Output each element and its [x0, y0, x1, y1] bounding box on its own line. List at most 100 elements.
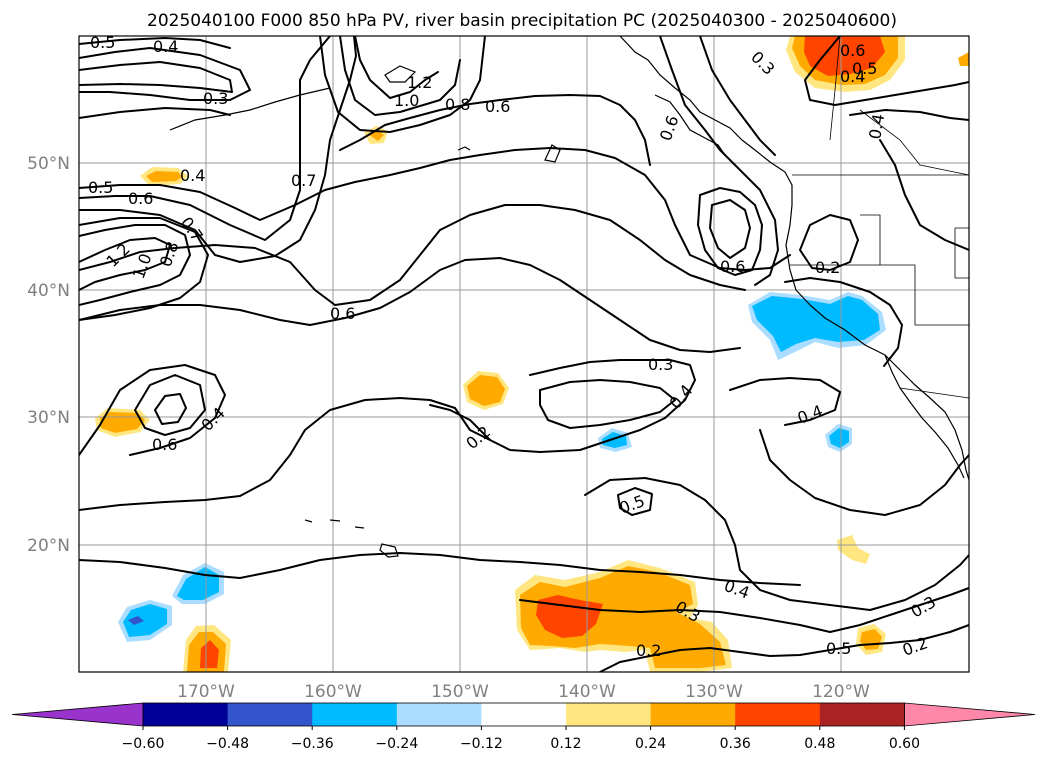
lat-label: 30°N — [27, 408, 70, 428]
contour-04-ne2 — [804, 36, 969, 106]
shade-sw-red — [200, 640, 219, 668]
coast-bc-islands — [654, 94, 726, 156]
border-province — [859, 109, 969, 176]
contour-label: 0.6 — [128, 189, 153, 208]
contour-label: 0.6 — [330, 304, 355, 323]
lon-label: 130°W — [685, 682, 743, 702]
colorbar-segment — [143, 703, 229, 726]
contour-04-lower — [759, 429, 969, 516]
lon-label: 120°W — [812, 682, 870, 702]
contour-05-mid — [79, 147, 791, 271]
contour-04-mid — [79, 204, 746, 306]
colorbar-tick-label: 0.48 — [804, 736, 835, 752]
lat-label: 50°N — [27, 154, 70, 174]
contour-label: 0.5 — [88, 178, 113, 197]
lat-label: 20°N — [27, 536, 70, 556]
contour-04-south — [79, 552, 801, 586]
shade-blue-3b — [829, 428, 849, 448]
contour-05-small — [617, 487, 653, 516]
colorbar-tick-label: 0.36 — [720, 736, 751, 752]
graticule — [79, 36, 969, 672]
contour-west-30-mid — [134, 374, 206, 436]
colorbar-extend-low — [11, 702, 144, 727]
colorbar-segment — [735, 703, 821, 726]
map-title: 2025040100 F000 850 hPa PV, river basin … — [147, 11, 897, 31]
lon-label: 150°W — [431, 682, 489, 702]
colorbar-segment — [312, 703, 398, 726]
contour-03-central — [539, 379, 676, 429]
map-area: 0.5 0.4 0.3 1.2 1.0 0.8 0.6 0.7 0.4 0.5 … — [79, 33, 969, 672]
contour-label: 0.6 — [840, 41, 865, 60]
shade-ne-tiny — [958, 52, 969, 66]
contour-label: 0.2 — [815, 258, 840, 277]
border-mex — [899, 387, 969, 399]
lon-label: 160°W — [304, 682, 362, 702]
contour-small-ak — [354, 36, 439, 99]
contour-label: 0.5 — [826, 639, 851, 658]
colorbar-tick-label: −0.48 — [206, 736, 249, 752]
contour-04-right — [729, 377, 841, 426]
colorbar-segment — [227, 703, 313, 726]
contour-08-ak — [319, 36, 486, 133]
contour-label: 1.2 — [407, 73, 432, 92]
contour-label: 0.4 — [865, 112, 888, 140]
contour-label: 1.0 — [394, 91, 419, 110]
coast-baja — [884, 354, 965, 479]
contour-04-ne — [659, 36, 779, 286]
contour-03-mid — [79, 107, 231, 119]
contour-03-ne2 — [849, 109, 969, 121]
contour-west-30-outer — [79, 364, 226, 456]
contour-06-central — [79, 257, 741, 353]
contour-label: 0.6 — [152, 435, 177, 454]
shade-south-red — [536, 595, 603, 638]
contour-06-loop-ne — [697, 187, 763, 276]
contour-label: 0.6 — [720, 257, 745, 276]
colorbar-segment — [481, 703, 567, 726]
coast-small-isl — [457, 144, 561, 163]
contour-west-loop-08 — [79, 217, 209, 321]
colorbar-tick-label: −0.12 — [460, 736, 503, 752]
contour-04-top — [79, 61, 233, 93]
shade-small-2b — [146, 171, 182, 182]
contour-label: 0.4 — [153, 37, 178, 56]
colorbar-segment — [566, 703, 652, 726]
shade-south-orange — [520, 566, 726, 668]
contour-03-top — [79, 47, 251, 101]
contour-label: 0.8 — [445, 95, 470, 114]
shade-blue-sw2c — [128, 616, 144, 625]
contour-10-ak — [339, 36, 461, 116]
colorbar-segment — [396, 703, 482, 726]
contour-label: 0.5 — [852, 59, 877, 78]
latitude-labels: 50°N 40°N 30°N 20°N — [27, 154, 70, 556]
contour-03-ne — [699, 36, 776, 156]
contour-06-west — [79, 36, 357, 263]
contour-label: 0.2 — [636, 641, 661, 660]
contour-03-south — [519, 599, 831, 633]
contour-label: 0.3 — [203, 89, 228, 108]
colorbar-frame — [142, 702, 905, 727]
colorbar-tick-label: −0.60 — [122, 736, 165, 752]
contour-07-west — [79, 36, 331, 241]
colorbar-segment — [819, 703, 905, 726]
shade-small-3 — [837, 535, 870, 564]
contour-08-loop-ne — [709, 199, 751, 259]
precip-shading — [95, 36, 969, 672]
contour-label: 0.4 — [180, 166, 205, 185]
border-ca-nv — [860, 214, 969, 326]
shade-c32-orange — [467, 375, 505, 406]
contour-04-ne3 — [879, 139, 969, 251]
coast-hawaii — [304, 519, 399, 558]
colorbar-extend-high — [904, 702, 1036, 727]
contour-05-top — [79, 37, 231, 49]
colorbar-tick-label: −0.36 — [291, 736, 334, 752]
contour-02-ca — [799, 214, 859, 271]
contour-02-ca-2 — [784, 277, 903, 367]
contour-label: 0.5 — [90, 33, 115, 52]
contour-west-loop-12 — [79, 237, 171, 291]
map-frame — [78, 35, 970, 673]
colorbar-tick-label: 0.24 — [635, 736, 666, 752]
border-canada-ak — [829, 36, 841, 141]
contour-02-south — [599, 624, 969, 672]
colorbar-segment — [650, 703, 736, 726]
